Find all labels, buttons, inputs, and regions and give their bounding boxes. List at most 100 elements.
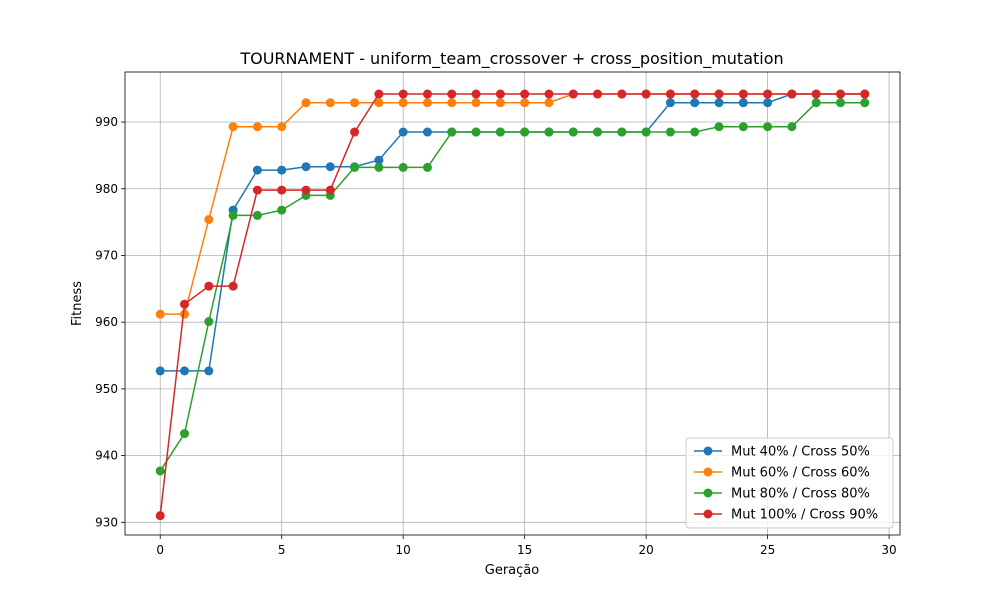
- data-point: [252, 185, 262, 195]
- data-point: [180, 309, 190, 319]
- data-point: [860, 89, 870, 99]
- data-point: [374, 98, 384, 108]
- x-tick-label: 25: [760, 543, 775, 557]
- data-point: [422, 98, 432, 108]
- data-point: [277, 185, 287, 195]
- data-point: [204, 317, 214, 327]
- series-group: [155, 89, 870, 521]
- data-point: [398, 89, 408, 99]
- data-point: [447, 89, 457, 99]
- data-point: [641, 127, 651, 137]
- data-point: [447, 127, 457, 137]
- data-point: [520, 98, 530, 108]
- data-point: [835, 98, 845, 108]
- data-point: [787, 89, 797, 99]
- data-point: [738, 122, 748, 132]
- data-point: [860, 98, 870, 108]
- data-point: [301, 98, 311, 108]
- data-point: [714, 89, 724, 99]
- data-point: [155, 466, 165, 476]
- data-point: [180, 299, 190, 309]
- data-point: [398, 162, 408, 172]
- legend-label: Mut 80% / Cross 80%: [731, 487, 870, 502]
- data-point: [374, 89, 384, 99]
- x-tick-label: 10: [396, 543, 411, 557]
- data-point: [325, 98, 335, 108]
- data-point: [350, 98, 360, 108]
- data-point: [422, 89, 432, 99]
- y-axis-label: Fitness: [70, 281, 85, 326]
- data-point: [568, 127, 578, 137]
- data-point: [447, 98, 457, 108]
- data-point: [374, 155, 384, 165]
- legend-marker-swatch: [703, 467, 713, 477]
- data-point: [738, 98, 748, 108]
- data-point: [495, 98, 505, 108]
- data-point: [763, 89, 773, 99]
- plot-area-frame: [124, 71, 901, 536]
- y-tick-label: 970: [95, 248, 118, 262]
- x-tick-label: 20: [638, 543, 653, 557]
- data-point: [763, 98, 773, 108]
- chart-title: TOURNAMENT - uniform_team_crossover + cr…: [239, 49, 783, 69]
- data-point: [495, 127, 505, 137]
- data-point: [204, 281, 214, 291]
- legend: Mut 40% / Cross 50% Mut 60% / Cross 60% Mu…: [685, 437, 894, 529]
- data-point: [155, 511, 165, 521]
- legend-entry: Mut 80% / Cross 80%: [694, 487, 870, 502]
- data-point: [835, 89, 845, 99]
- data-point: [422, 162, 432, 172]
- data-point: [252, 210, 262, 220]
- legend-label: Mut 60% / Cross 60%: [731, 466, 870, 481]
- data-point: [204, 366, 214, 376]
- data-point: [301, 162, 311, 172]
- x-tick-label: 30: [881, 543, 896, 557]
- data-point: [325, 185, 335, 195]
- y-tick-label: 990: [95, 115, 118, 129]
- data-point: [811, 98, 821, 108]
- grid-lines: [125, 72, 900, 535]
- data-point: [495, 89, 505, 99]
- legend-marker-swatch: [703, 446, 713, 456]
- data-point: [520, 127, 530, 137]
- legend-marker-swatch: [703, 509, 713, 519]
- legend-marker-swatch: [703, 488, 713, 498]
- data-point: [593, 127, 603, 137]
- y-tick-label: 980: [95, 182, 118, 196]
- data-point: [690, 89, 700, 99]
- x-axis-label: Geração: [485, 563, 539, 578]
- data-point: [228, 210, 238, 220]
- data-point: [155, 309, 165, 319]
- data-point: [374, 162, 384, 172]
- x-tick-label: 0: [156, 543, 164, 557]
- data-point: [350, 162, 360, 172]
- axis-ticks: 0 5 10 15 20 25 30 930 940 950 960 970 980 990: [95, 115, 897, 557]
- data-point: [690, 98, 700, 108]
- data-point: [350, 127, 360, 137]
- data-point: [544, 127, 554, 137]
- legend-label: Mut 100% / Cross 90%: [731, 508, 878, 523]
- data-point: [180, 429, 190, 439]
- data-point: [252, 165, 262, 175]
- data-point: [763, 122, 773, 132]
- legend-entry: Mut 40% / Cross 50%: [694, 445, 870, 460]
- legend-label: Mut 40% / Cross 50%: [731, 445, 870, 460]
- data-point: [204, 214, 214, 224]
- data-point: [714, 98, 724, 108]
- data-point: [422, 127, 432, 137]
- data-point: [325, 162, 335, 172]
- data-point: [301, 185, 311, 195]
- data-point: [568, 89, 578, 99]
- data-point: [228, 122, 238, 132]
- data-point: [277, 205, 287, 215]
- y-tick-label: 940: [95, 449, 118, 463]
- y-tick-label: 960: [95, 315, 118, 329]
- data-point: [617, 127, 627, 137]
- data-point: [277, 122, 287, 132]
- data-point: [617, 89, 627, 99]
- data-point: [277, 165, 287, 175]
- legend-entry: Mut 100% / Cross 90%: [694, 508, 878, 523]
- data-point: [593, 89, 603, 99]
- data-point: [641, 89, 651, 99]
